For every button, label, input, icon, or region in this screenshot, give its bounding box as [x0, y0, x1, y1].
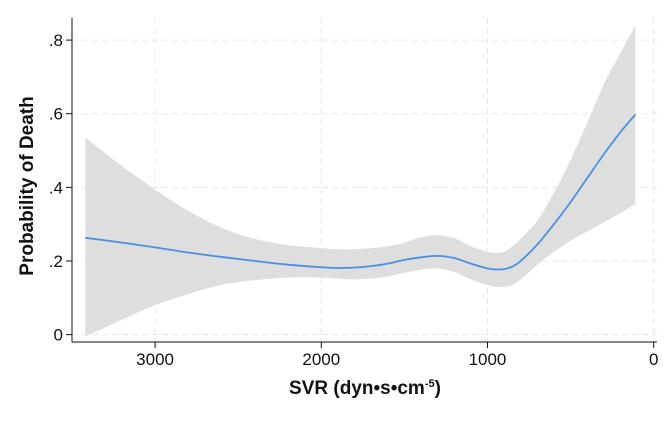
axis-layer: [66, 18, 657, 348]
x-axis-title-superscript: -5: [425, 378, 435, 390]
y-axis-title: Probability of Death: [17, 96, 38, 275]
x-tick-label-3: 0: [649, 350, 658, 369]
fitted-line: [85, 113, 637, 271]
y-tick-label-0: 0: [54, 326, 63, 345]
tick-label-layer: 0 .2 .4 .6 .8 3000 2000 1000 0: [49, 31, 659, 369]
x-axis-title-suffix: ): [435, 378, 441, 399]
confidence-band: [85, 25, 636, 337]
confidence-band-layer: [85, 25, 636, 337]
x-tick-label-2: 1000: [469, 350, 507, 369]
y-tick-label-1: .2: [49, 252, 63, 271]
x-tick-label-1: 2000: [302, 350, 340, 369]
x-axis-title: SVR (dyn•s•cm-5): [289, 378, 441, 399]
y-tick-label-2: .4: [49, 178, 63, 197]
x-axis-title-main: SVR (dyn•s•cm: [289, 378, 425, 399]
y-tick-label-3: .6: [49, 105, 63, 124]
x-tick-label-0: 3000: [136, 350, 174, 369]
y-tick-label-4: .8: [49, 31, 63, 50]
line-layer: [85, 113, 637, 271]
